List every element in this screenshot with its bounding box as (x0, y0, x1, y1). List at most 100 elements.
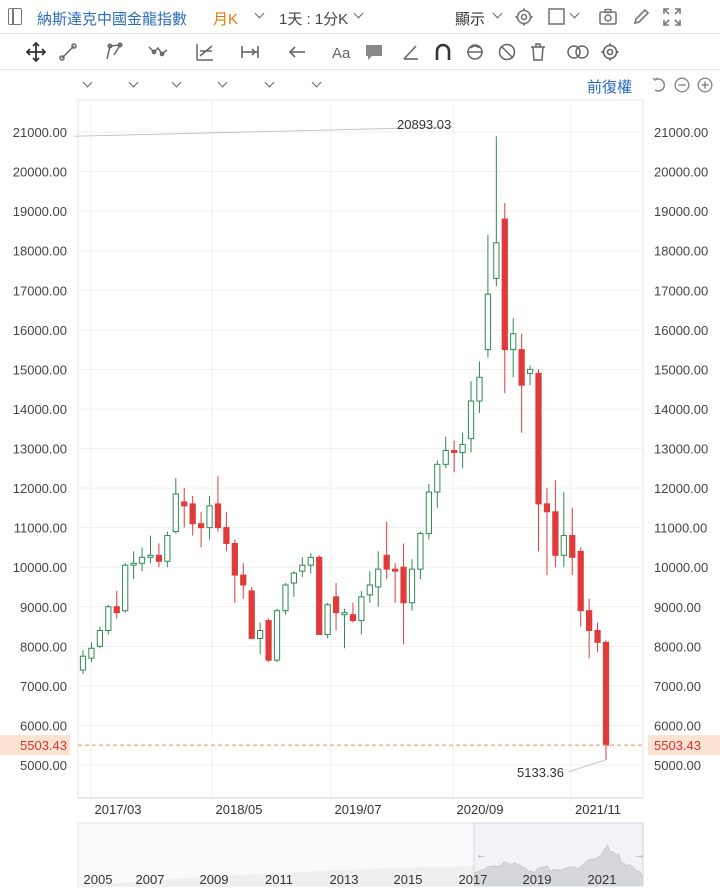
polyline-icon[interactable] (104, 42, 124, 62)
trend-line-icon[interactable] (58, 42, 78, 62)
candle-up (273, 610, 281, 661)
pencil-icon[interactable] (631, 7, 651, 27)
candle-up (130, 562, 137, 566)
candle-up (164, 535, 171, 562)
candle-up (510, 333, 517, 351)
navigator-window (473, 822, 644, 887)
candle-down (240, 574, 247, 586)
zoom-out-icon[interactable] (674, 77, 690, 93)
price-adjust-selector[interactable]: 前復權 (587, 79, 633, 96)
y-tick-label-right: 11000.00 (654, 521, 707, 536)
fullscreen-icon[interactable] (662, 7, 682, 27)
index-name[interactable]: 納斯達克中國金龍指數 (37, 11, 188, 28)
y-tick-label-left: 21000.00 (13, 125, 67, 140)
y-tick-label-right: 13000.00 (654, 442, 708, 457)
y-tick-label-left: 10000.00 (13, 560, 67, 575)
square-icon[interactable] (547, 7, 567, 27)
candle-up (122, 564, 129, 612)
drawing-toolbar: Aa (0, 34, 720, 88)
candle-up (96, 629, 103, 647)
x-tick-label: 2019/07 (335, 802, 382, 817)
y-tick-label-left: 20000.00 (13, 165, 67, 180)
candle-up (282, 584, 289, 612)
candle-down (577, 550, 584, 612)
navigator-tick-label: 2009 (200, 872, 229, 887)
top-bar: 納斯達克中國金龍指數 月K 1天 : 1分K 顯示 (0, 0, 720, 34)
candle-down (518, 349, 525, 386)
candle-up (358, 596, 365, 622)
undo-icon[interactable] (651, 77, 667, 93)
max-price-annotation: 20893.03 (397, 117, 451, 132)
candle-up (324, 604, 331, 635)
y-tick-label-right: 15000.00 (654, 362, 708, 377)
candle-down (451, 449, 458, 453)
candle-down (181, 501, 188, 507)
candle-up (147, 554, 154, 558)
candle-down (189, 503, 196, 525)
eye-off-icon[interactable] (497, 42, 517, 62)
candle-down (265, 620, 272, 661)
candle-down (594, 629, 601, 643)
candle-down (248, 590, 255, 639)
navigator-tick-label: 2013 (330, 872, 359, 887)
y-tick-label-left: 12000.00 (13, 481, 67, 496)
y-tick-label-left: 11000.00 (14, 521, 67, 536)
candle-up (79, 655, 87, 671)
y-tick-label-right: 12000.00 (654, 481, 708, 496)
candle-down (113, 606, 120, 614)
candle-down (391, 568, 399, 572)
y-tick-label-left: 5000.00 (20, 758, 67, 773)
candle-up (366, 584, 373, 596)
lock-icon[interactable] (465, 42, 485, 62)
candle-down (586, 610, 593, 631)
camera-icon[interactable] (598, 7, 618, 27)
annotation-leader (74, 126, 453, 137)
interval-selector[interactable]: 1天 : 1分K (279, 11, 349, 28)
candle-down (383, 554, 390, 570)
display-menu[interactable]: 顯示 (455, 11, 486, 28)
candle-up (299, 564, 306, 572)
x-tick-label: 2021/11 (575, 802, 621, 817)
wave-icon[interactable] (148, 42, 168, 62)
navigator-tick-label: 2011 (265, 872, 293, 887)
candle-down (231, 542, 238, 576)
gear-icon[interactable] (600, 42, 620, 62)
magnet-icon[interactable] (433, 42, 453, 62)
last-price-label-bg-left (0, 735, 70, 756)
candle-up (434, 463, 441, 493)
fibonacci-icon[interactable] (195, 42, 215, 62)
compare-icon[interactable] (566, 42, 590, 62)
y-tick-label-right: 9000.00 (654, 600, 701, 615)
candle-down (501, 218, 508, 351)
arrow-left-icon[interactable] (287, 42, 307, 62)
crosshair-icon[interactable] (26, 42, 46, 62)
navigator-tick-label: 2021 (588, 872, 617, 887)
y-tick-label-right: 20000.00 (654, 165, 708, 180)
candle-down (569, 535, 576, 558)
navigator-tick-label: 2007 (136, 872, 165, 887)
candle-up (459, 444, 466, 453)
y-tick-label-right: 6000.00 (654, 718, 701, 733)
candle-down (197, 523, 205, 529)
angle-icon[interactable] (401, 42, 421, 62)
y-tick-label-right: 5000.00 (654, 758, 701, 773)
y-tick-label-right: 16000.00 (654, 323, 708, 338)
candle-down (400, 566, 407, 604)
navigator-series (473, 844, 644, 887)
text-icon[interactable]: Aa (331, 42, 355, 62)
settings-icon[interactable] (514, 7, 534, 27)
comment-icon[interactable] (364, 42, 384, 62)
y-tick-label-right: 10000.00 (654, 560, 708, 575)
period-selector[interactable]: 月K (213, 11, 239, 28)
y-tick-label-right: 18000.00 (654, 244, 708, 259)
trash-icon[interactable] (528, 42, 548, 62)
candle-up (290, 572, 298, 584)
last-price-label-right: 5503.43 (654, 738, 701, 753)
candle-down (602, 641, 610, 746)
sidebar-toggle-icon[interactable] (8, 8, 22, 25)
last-price-label-left: 5503.43 (20, 738, 67, 753)
measure-icon[interactable] (240, 42, 260, 62)
navigator-history (80, 866, 474, 886)
zoom-in-icon[interactable] (697, 77, 713, 93)
